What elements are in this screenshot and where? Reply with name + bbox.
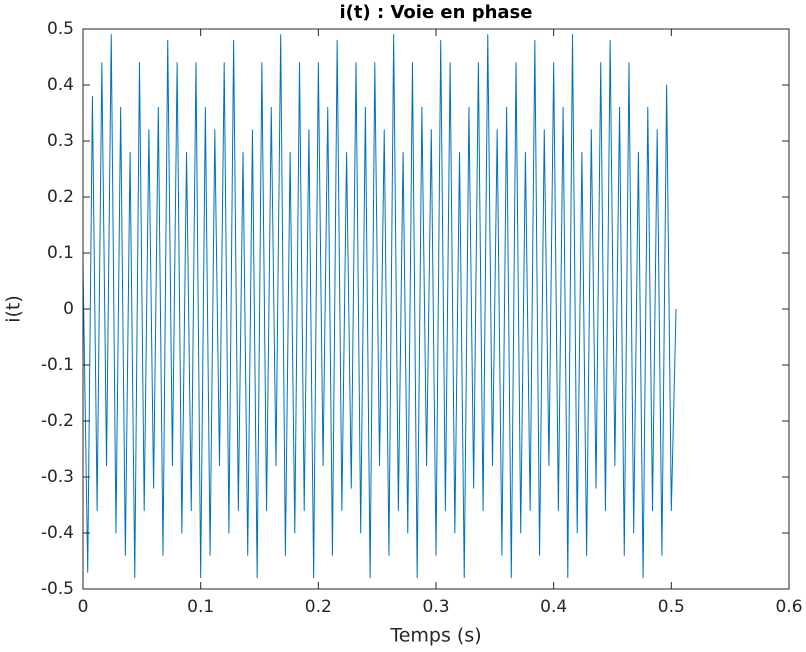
y-tick-label: 0.3: [47, 131, 74, 151]
y-tick-label: 0.5: [47, 19, 74, 39]
x-tick-label: 0.1: [187, 597, 214, 617]
y-tick-label: -0.4: [41, 523, 74, 543]
x-tick-label: 0.4: [540, 597, 567, 617]
x-tick-label: 0.5: [658, 597, 685, 617]
x-axis-label: Temps (s): [389, 625, 481, 647]
x-tick-label: 0.6: [775, 597, 802, 617]
x-tick-label: 0: [78, 597, 89, 617]
y-tick-label: -0.1: [41, 355, 74, 375]
y-tick-label: 0.4: [47, 75, 74, 95]
y-tick-label: -0.5: [41, 579, 74, 599]
signal-line: [82, 34, 677, 579]
x-tick-label: 0.2: [305, 597, 332, 617]
y-tick-label: -0.3: [41, 467, 74, 487]
y-axis-label: i(t): [3, 295, 25, 323]
chart-title: i(t) : Voie en phase: [340, 2, 533, 23]
y-tick-label: 0: [63, 299, 74, 319]
y-tick-label: 0.1: [47, 243, 74, 263]
y-tick-label: -0.2: [41, 411, 74, 431]
y-tick-label: 0.2: [47, 187, 74, 207]
x-tick-label: 0.3: [422, 597, 449, 617]
